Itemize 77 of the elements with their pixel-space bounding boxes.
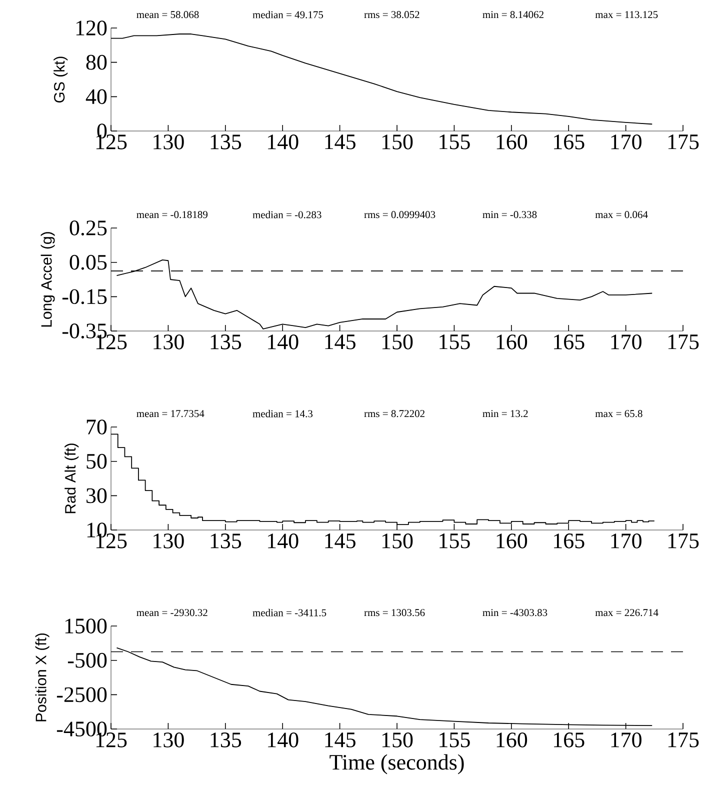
x-tick-label: 140: [268, 134, 298, 150]
x-tick-label: 175: [668, 134, 699, 150]
text: min = -0.338: [482, 211, 537, 218]
x-tick-label: 135: [210, 134, 242, 150]
x-tick-label: 170: [611, 134, 642, 150]
text: mean = -2930.32: [136, 609, 208, 616]
text: max = 113.125: [595, 11, 658, 18]
text: median = -0.283: [252, 210, 322, 218]
text: mean = 17.7354: [136, 410, 204, 418]
text: min = -4303.83: [482, 609, 548, 616]
text: median = 14.3: [252, 410, 313, 418]
x-axis-title: Time (seconds): [330, 754, 464, 774]
x-tick-label: 145: [325, 732, 356, 748]
y-tick-label: -2500: [56, 687, 107, 702]
text: rms = 38.052: [364, 11, 420, 18]
y-tick-label: 120: [76, 20, 107, 36]
y-tick-label: 0.05: [70, 254, 107, 270]
x-tick-label: 130: [154, 534, 184, 548]
text: mean = -0.18189: [136, 211, 208, 218]
text: max = 65.8: [595, 410, 642, 418]
x-tick-label: 155: [440, 534, 470, 548]
y-tick-label: 0.25: [70, 220, 107, 236]
x-tick-label: 135: [210, 732, 242, 748]
y-tick-label: 40: [86, 89, 107, 104]
y-axis-title: Position X (ft): [35, 633, 50, 722]
y-tick-label: 80: [86, 54, 107, 70]
text: max = 226.714: [595, 609, 658, 616]
x-tick-label: 145: [325, 534, 356, 548]
y-tick-label: 1500: [65, 618, 107, 634]
x-tick-label: 150: [382, 134, 413, 150]
text: rms = 8.72202: [364, 410, 424, 418]
y-tick-label: -0.15: [62, 289, 107, 304]
x-tick-label: 165: [554, 334, 584, 350]
x-tick-label: 160: [496, 134, 528, 150]
x-tick-label: 165: [554, 134, 584, 150]
text: rms = 0.0999403: [364, 211, 436, 218]
x-tick-label: 175: [668, 534, 699, 548]
x-tick-label: 150: [382, 732, 413, 748]
text: rms = 1303.56: [364, 609, 425, 616]
x-tick-label: 135: [210, 534, 242, 548]
text: max = 0.064: [595, 211, 648, 218]
x-tick-label: 135: [210, 334, 242, 350]
text: min = 13.2: [482, 410, 528, 418]
x-tick-label: 175: [668, 334, 699, 350]
x-tick-label: 155: [440, 334, 470, 350]
x-tick-label: 145: [325, 134, 356, 150]
x-tick-label: 165: [554, 732, 584, 748]
x-tick-label: 140: [268, 334, 298, 350]
x-tick-label: 130: [154, 134, 184, 150]
y-axis-title: GS (kt): [54, 56, 68, 102]
x-tick-label: 150: [382, 334, 413, 350]
y-axis-title: Rad Alt (ft): [64, 444, 79, 514]
x-tick-label: 170: [611, 534, 642, 548]
x-tick-label: 140: [268, 534, 298, 548]
x-tick-label: 160: [496, 534, 528, 548]
y-tick-label: 70: [86, 420, 107, 434]
x-tick-label: 165: [554, 534, 584, 548]
x-tick-label: 140: [268, 732, 298, 748]
x-tick-label: 150: [382, 534, 413, 548]
text: median = 49.175: [252, 10, 324, 18]
x-tick-label: 175: [668, 732, 699, 748]
x-tick-label: 155: [440, 134, 470, 150]
text: mean = 58.068: [136, 11, 199, 18]
x-tick-label: 155: [440, 732, 470, 748]
y-tick-label: 30: [86, 488, 107, 504]
x-tick-label: 170: [611, 334, 642, 350]
x-tick-label: 170: [611, 732, 642, 748]
x-tick-label: 160: [496, 732, 528, 748]
y-tick-label: -500: [68, 652, 107, 668]
x-tick-label: 130: [154, 334, 184, 350]
x-tick-label: 145: [325, 334, 356, 350]
text: min = 8.14062: [482, 11, 544, 18]
x-tick-label: 130: [154, 732, 184, 748]
y-tick-label: 50: [86, 454, 107, 469]
text: median = -3411.5: [252, 608, 326, 616]
y-axis-title: Long Accel (g): [40, 232, 55, 327]
x-tick-label: 160: [496, 334, 528, 350]
